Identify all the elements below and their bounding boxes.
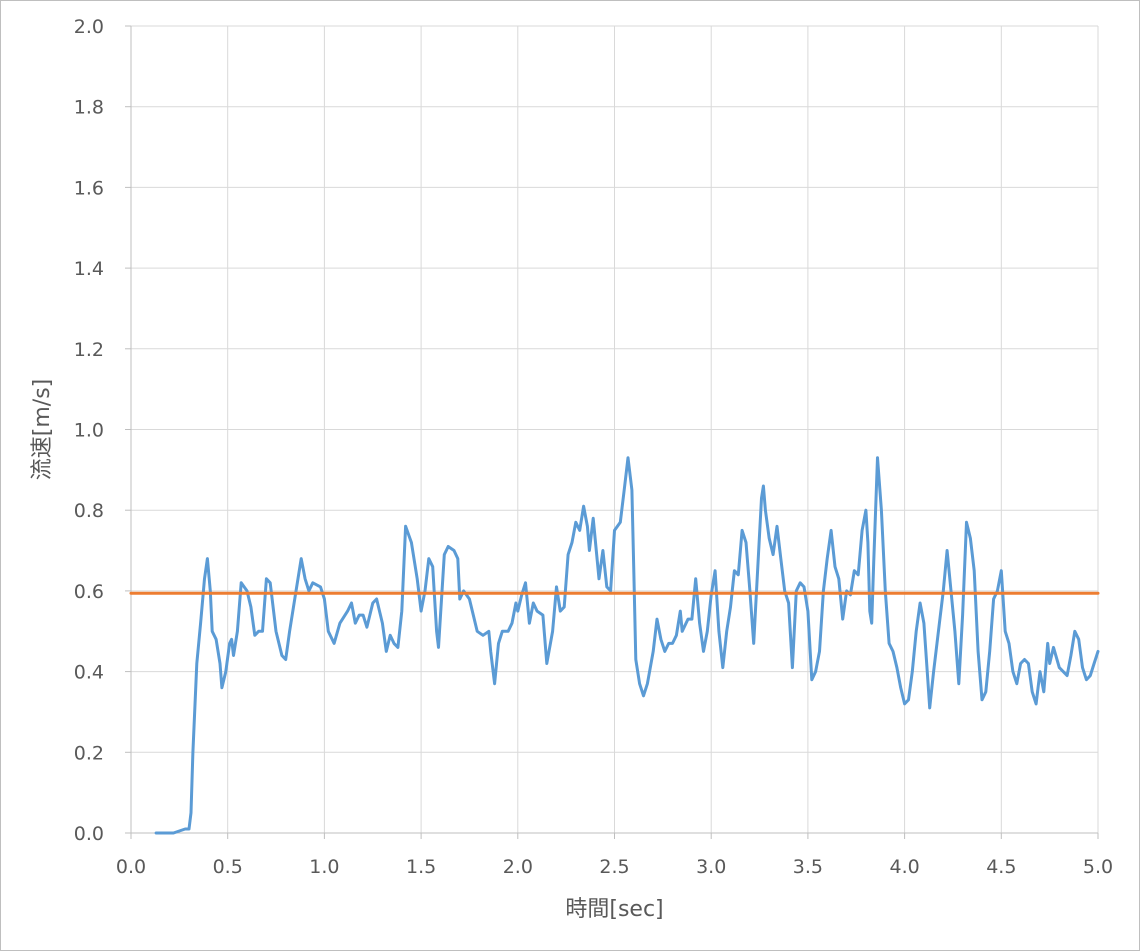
axes bbox=[125, 25, 1099, 839]
y-tick-label: 0.8 bbox=[74, 500, 104, 522]
x-axis-title: 時間[sec] bbox=[565, 897, 663, 922]
x-tick-label: 4.0 bbox=[889, 856, 919, 878]
x-tick-label: 0.0 bbox=[116, 856, 146, 878]
grid-lines bbox=[131, 25, 1099, 833]
x-tick-label: 0.5 bbox=[213, 856, 243, 878]
y-tick-label: 0.6 bbox=[74, 581, 104, 603]
y-tick-label: 1.4 bbox=[74, 258, 104, 280]
x-tick-label: 1.0 bbox=[309, 856, 339, 878]
x-tick-label: 4.5 bbox=[986, 856, 1016, 878]
y-axis-title: 流速[m/s] bbox=[30, 379, 55, 480]
flow-velocity-series-line bbox=[154, 456, 1100, 835]
tick-labels: 0.0 0.5 1.0 1.5 2.0 2.5 3.0 3.5 4.0 4.5 5.0 0.0 0.2 0… bbox=[74, 16, 1113, 878]
x-tick-label: 2.5 bbox=[599, 856, 629, 878]
series-layer bbox=[129, 456, 1100, 835]
x-tick-label: 3.0 bbox=[696, 856, 726, 878]
x-tick-label: 1.5 bbox=[406, 856, 436, 878]
x-tick-label: 3.5 bbox=[793, 856, 823, 878]
y-tick-label: 1.2 bbox=[74, 339, 104, 361]
y-tick-label: 0.4 bbox=[74, 662, 104, 684]
x-tick-label: 2.0 bbox=[503, 856, 533, 878]
y-tick-label: 0.0 bbox=[74, 823, 104, 845]
x-tick-label: 5.0 bbox=[1083, 856, 1113, 878]
y-tick-label: 1.0 bbox=[74, 420, 104, 442]
y-tick-label: 0.2 bbox=[74, 742, 104, 764]
y-tick-label: 2.0 bbox=[74, 16, 104, 38]
y-tick-label: 1.8 bbox=[74, 97, 104, 119]
y-tick-label: 1.6 bbox=[74, 177, 104, 199]
